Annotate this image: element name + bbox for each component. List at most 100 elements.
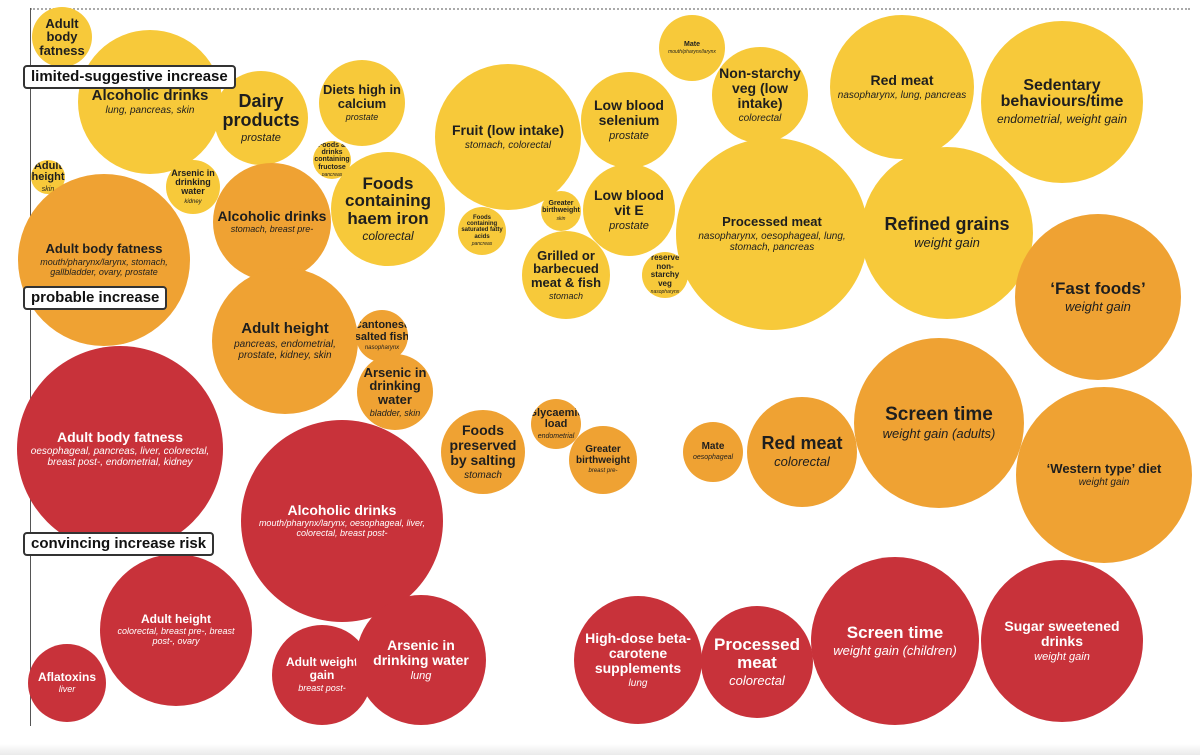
bubble-adult-body-fatness-probable[interactable]: Adult body fatness mouth/pharynx/larynx, … (18, 174, 190, 346)
bubble-sites: lung, pancreas, skin (105, 105, 195, 117)
bubble-refined-grains-limited-suggestive[interactable]: Refined grains weight gain (861, 147, 1033, 319)
bubble-grilled-or-barbecued-meat-fish-limited-suggestive[interactable]: Grilled or barbecued meat & fish stomach (522, 231, 610, 319)
bubble-name: Greater birthweight (576, 444, 630, 466)
bubble-red-meat-limited-suggestive[interactable]: Red meat nasopharynx, lung, pancreas (830, 15, 974, 159)
bubble-greater-birthweight-probable[interactable]: Greater birthweight breast pre- (569, 426, 637, 494)
bubble-sites: stomach, breast pre- (230, 224, 314, 235)
bubble-arsenic-in-drinking-water-probable[interactable]: Arsenic in drinking water bladder, skin (357, 354, 433, 430)
bubble-sites: colorectal, breast pre-, breast post-, o… (117, 626, 235, 647)
bubble-name: Low blood vit E (594, 187, 664, 218)
bubble-sites: mouth/pharynx/larynx (668, 48, 716, 55)
bubble-sites: stomach (548, 290, 583, 301)
bubble-sites: stomach (464, 469, 502, 481)
bubble-diets-high-in-calcium-limited-suggestive[interactable]: Diets high in calcium prostate (319, 60, 405, 146)
bubble-western-type-diet-probable[interactable]: ‘Western type’ diet weight gain (1016, 387, 1192, 563)
bubble-screen-time-probable[interactable]: Screen time weight gain (adults) (854, 338, 1024, 508)
bubble-arsenic-in-drinking-water-convincing[interactable]: Arsenic in drinking water lung (356, 595, 486, 725)
bubble-foods-preserved-by-salting-probable[interactable]: Foods preserved by salting stomach (441, 410, 525, 494)
bubble-name: Screen time (846, 622, 944, 642)
bubble-adult-height-convincing[interactable]: Adult height colorectal, breast pre-, bre… (100, 554, 252, 706)
bubble-adult-height-probable[interactable]: Adult height pancreas, endometrial, prost… (212, 268, 358, 414)
bubble-cantonese-salted-fish-probable[interactable]: Cantonese salted fish nasopharynx (356, 310, 408, 362)
bubble-foods-containing-haem-iron-limited-suggestive[interactable]: Foods containing haem iron colorectal (331, 152, 445, 266)
bubble-name: Adult height (31, 160, 65, 184)
bubble-sites: colorectal (362, 229, 414, 244)
bubble-name: Arsenic in drinking water (363, 364, 427, 407)
bubble-name: Sugar sweetened drinks (1004, 618, 1120, 649)
bubble-sedentary-behaviours-time-limited-suggestive[interactable]: Sedentary behaviours/time endometrial, we… (981, 21, 1143, 183)
bubble-arsenic-in-drinking-water-limited-suggestive[interactable]: Arsenic in drinking water kidney (166, 160, 220, 214)
bubble-sites: endometrial (537, 432, 575, 440)
bubble-non-starchy-veg-low-intake-limited-suggestive[interactable]: Non-starchy veg (low intake) colorectal (712, 47, 808, 143)
bubble-fast-foods-probable[interactable]: ‘Fast foods’ weight gain (1015, 214, 1181, 380)
bubble-sites: mouth/pharynx/larynx, stomach, gallbladd… (40, 256, 168, 277)
bubble-alcoholic-drinks-probable[interactable]: Alcoholic drinks stomach, breast pre- (213, 163, 331, 281)
bubble-name: Fruit (low intake) (452, 122, 564, 139)
bubble-sites: weight gain (children) (833, 642, 957, 658)
bubble-sites: pancreas (471, 240, 493, 247)
bubble-name: Adult weight gain (286, 655, 358, 683)
bubble-low-blood-selenium-limited-suggestive[interactable]: Low blood selenium prostate (581, 72, 677, 168)
zone-label-probable: probable increase (23, 286, 168, 310)
bubble-red-meat-probable[interactable]: Red meat colorectal (747, 397, 857, 507)
bubble-foods-containing-saturated-fatty-acids-limited-suggestive[interactable]: Foods containing saturated fatty acids pa… (458, 207, 506, 255)
top-dotted-border (30, 8, 1190, 10)
bubble-alcoholic-drinks-convincing[interactable]: Alcoholic drinks mouth/pharynx/larynx, oe… (241, 420, 443, 622)
bubble-adult-body-fatness-limited-suggestive[interactable]: Adult body fatness (32, 7, 92, 67)
bubble-fruit-low-intake-limited-suggestive[interactable]: Fruit (low intake) stomach, colorectal (435, 64, 581, 210)
bubble-name: Red meat (870, 72, 934, 89)
bubble-name: Greater birthweight (542, 199, 580, 215)
bubble-name: Alcoholic drinks (91, 86, 209, 104)
bottom-shadow (0, 744, 1200, 755)
bubble-sites: prostate (609, 129, 649, 142)
bubble-name: Refined grains (884, 214, 1010, 235)
bubble-name: Alcoholic drinks (217, 207, 327, 224)
bubble-sites: prostate (241, 131, 281, 144)
bubble-screen-time-convincing[interactable]: Screen time weight gain (children) (811, 557, 979, 725)
bubble-sites: nasopharynx, lung, pancreas (837, 89, 967, 101)
zone-label-convincing: convincing increase risk (23, 532, 215, 556)
bubble-processed-meat-limited-suggestive[interactable]: Processed meat nasopharynx, oesophageal, … (676, 138, 868, 330)
bubble-name: ‘Western type’ diet (1046, 460, 1162, 476)
bubble-adult-weight-gain-convincing[interactable]: Adult weight gain breast post- (272, 625, 372, 725)
bubble-sites: lung (410, 669, 432, 682)
bubble-sites: weight gain (1065, 298, 1131, 314)
bubble-name: Dairy products (222, 91, 300, 130)
bubble-name: Screen time (885, 403, 993, 425)
bubble-name: Arsenic in drinking water (171, 167, 215, 197)
bubble-sugar-sweetened-drinks-convincing[interactable]: Sugar sweetened drinks weight gain (981, 560, 1143, 722)
bubble-high-dose-beta-carotene-supplements-convincing[interactable]: High-dose beta-carotene supplements lung (574, 596, 702, 724)
bubble-sites: stomach, colorectal (464, 139, 552, 151)
bubble-sites: liver (58, 684, 76, 695)
bubble-name: Mate (701, 440, 725, 452)
bubble-alcoholic-drinks-limited-suggestive[interactable]: Alcoholic drinks lung, pancreas, skin (78, 30, 222, 174)
bubble-mate-limited-suggestive[interactable]: Mate mouth/pharynx/larynx (659, 15, 725, 81)
bubble-sites: weight gain (1034, 650, 1090, 663)
bubble-glycaemic-load-probable[interactable]: Glycaemic load endometrial (531, 399, 581, 449)
bubble-name: Glycaemic load (531, 406, 581, 431)
bubble-name: ‘Fast foods’ (1050, 278, 1146, 298)
bubble-sites: pancreas, endometrial, prostate, kidney,… (234, 338, 336, 361)
bubble-name: Processed meat (714, 635, 800, 672)
bubble-name: Foods preserved by salting (449, 422, 517, 468)
bubble-adult-height-limited-suggestive[interactable]: Adult height skin (31, 160, 65, 194)
bubble-name: Diets high in calcium (323, 82, 401, 112)
bubble-processed-meat-convincing[interactable]: Processed meat colorectal (701, 606, 813, 718)
bubble-greater-birthweight-limited-suggestive[interactable]: Greater birthweight skin (541, 191, 581, 231)
bubble-mate-probable[interactable]: Mate oesophageal (683, 422, 743, 482)
bubble-name: Adult body fatness (56, 428, 183, 445)
bubble-name: Sedentary behaviours/time (1000, 76, 1124, 111)
bubble-sites: weight gain (1078, 477, 1130, 489)
bubble-sites: breast pre- (588, 468, 618, 475)
bubble-name: Mate (684, 40, 700, 48)
bubble-name: Foods containing saturated fatty acids (461, 214, 503, 240)
bubble-name: Foods & drinks containing fructose (314, 141, 350, 171)
bubble-aflatoxins-convincing[interactable]: Aflatoxins liver (28, 644, 106, 722)
bubble-sites: kidney (184, 198, 202, 205)
bubble-adult-body-fatness-convincing[interactable]: Adult body fatness oesophageal, pancreas,… (17, 346, 223, 552)
bubble-sites: skin (556, 215, 566, 222)
bubble-name: Adult height (241, 320, 329, 338)
bubble-sites: breast post- (298, 682, 346, 693)
left-axis-line (30, 8, 31, 726)
